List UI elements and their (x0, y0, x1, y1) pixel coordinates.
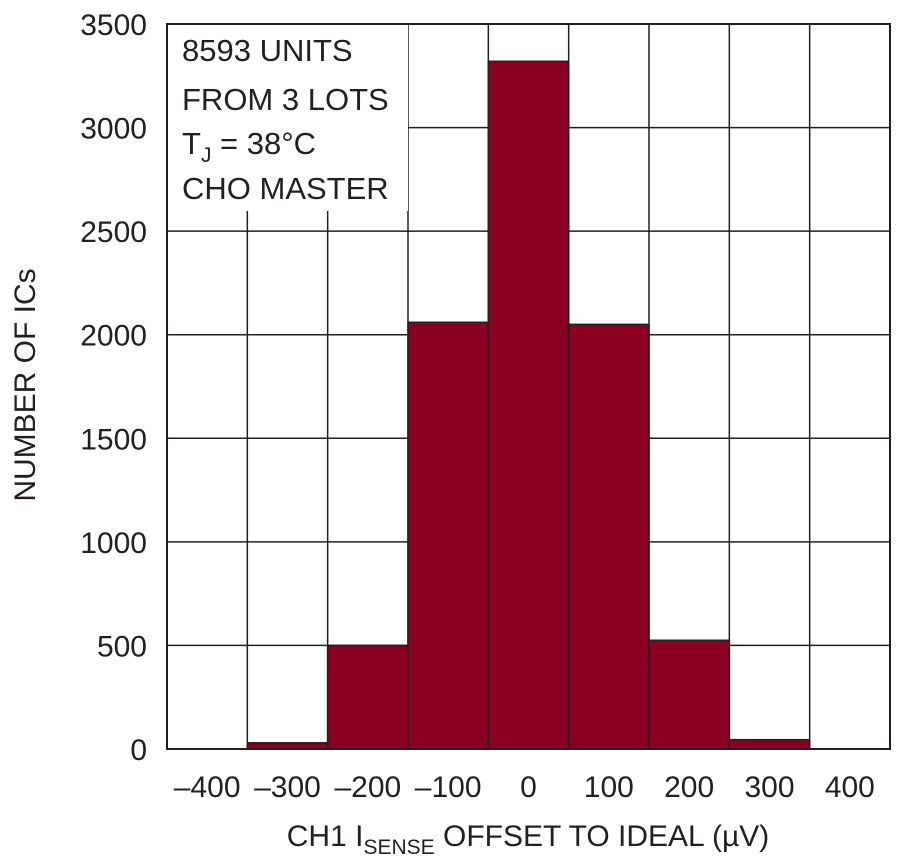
x-tick-labels: –400 –300 –200 –100 0 100 200 300 400 (174, 771, 875, 804)
y-tick-label: 0 (130, 734, 147, 767)
y-tick-label: 1000 (80, 527, 147, 560)
annotation-line-master: CHO MASTER (182, 171, 389, 206)
bar (728, 738, 811, 750)
y-tick-label: 2500 (80, 216, 147, 249)
x-tick-label: –200 (334, 771, 401, 804)
bar (487, 60, 570, 750)
y-axis-title: NUMBER OF ICs (9, 268, 42, 501)
annotation-line-temperature: TJ = 38°C (182, 126, 316, 167)
annotation-t-value: = 38°C (211, 126, 316, 161)
annotation-box: 8593 UNITS FROM 3 LOTS TJ = 38°C CHO MAS… (168, 25, 408, 211)
y-tick-label: 3000 (80, 113, 147, 146)
y-tick-label: 2000 (80, 320, 147, 353)
x-tick-label: –400 (174, 771, 241, 804)
annotation-t-subscript: J (201, 144, 212, 167)
x-tick-label: 300 (744, 771, 794, 804)
annotation-background (168, 25, 408, 211)
x-tick-label: –100 (415, 771, 482, 804)
bars (246, 60, 811, 750)
annotation-t: T (182, 126, 201, 161)
x-tick-label: 0 (520, 771, 537, 804)
x-axis-title-rest: OFFSET TO IDEAL (µV) (435, 820, 770, 853)
x-axis-title: CH1 ISENSE OFFSET TO IDEAL (µV) (287, 820, 769, 859)
bar (326, 644, 409, 750)
bar (648, 639, 731, 750)
x-tick-label: –300 (254, 771, 321, 804)
annotation-line-lots: FROM 3 LOTS (182, 82, 389, 117)
y-tick-label: 3500 (80, 9, 147, 42)
annotation-line-units: 8593 UNITS (182, 33, 353, 68)
x-axis-title-subscript: SENSE (363, 836, 434, 859)
x-tick-label: 400 (825, 771, 875, 804)
y-tick-labels: 0 500 1000 1500 2000 2500 3000 3500 (80, 9, 147, 767)
x-tick-label: 100 (584, 771, 634, 804)
y-tick-label: 500 (97, 630, 147, 663)
plot-frame (166, 23, 891, 750)
bar (567, 323, 650, 750)
x-axis-title-main: CH1 I (287, 820, 364, 853)
x-tick-label: 200 (664, 771, 714, 804)
y-tick-label: 1500 (80, 423, 147, 456)
bar (407, 321, 490, 750)
